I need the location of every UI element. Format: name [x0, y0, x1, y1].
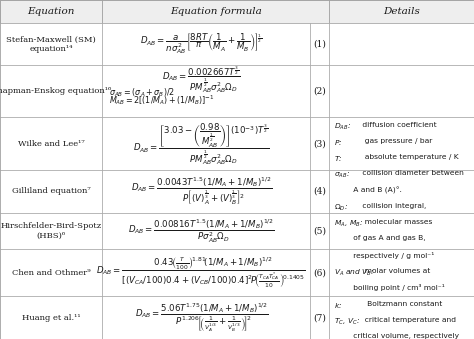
Text: gas pressure / bar: gas pressure / bar — [360, 138, 432, 144]
Text: $D_{AB} = \dfrac{5.06T^{1.75}(1/M_A+1/M_B)^{1/2}}{P^{1.206}\!\left[\!\left(\frac: $D_{AB} = \dfrac{5.06T^{1.75}(1/M_A+1/M_… — [135, 301, 268, 334]
Bar — [329, 170, 474, 213]
Text: Gilliland equation⁷: Gilliland equation⁷ — [11, 187, 91, 195]
Text: $\sigma_{AB}=(\sigma_A+\sigma_B)/2$: $\sigma_{AB}=(\sigma_A+\sigma_B)/2$ — [109, 86, 175, 99]
Text: boiling point / cm³ mol⁻¹: boiling point / cm³ mol⁻¹ — [339, 284, 445, 291]
Text: A and B (A)°.: A and B (A)°. — [339, 187, 402, 194]
Bar — [329, 0, 474, 23]
Text: (1): (1) — [313, 39, 327, 48]
Bar — [102, 249, 310, 296]
Text: (2): (2) — [314, 87, 326, 96]
Text: $D_{AB}$:: $D_{AB}$: — [334, 122, 351, 132]
Text: $M_{AB}=2[(1/M_A)+(1/M_B)]^{-1}$: $M_{AB}=2[(1/M_A)+(1/M_B)]^{-1}$ — [109, 93, 215, 107]
Text: $D_{AB} = \dfrac{0.00816T^{1.5}(1/M_A+1/M_B)^{1/2}}{P\sigma^2_{AB}\Omega_D}$: $D_{AB} = \dfrac{0.00816T^{1.5}(1/M_A+1/… — [128, 217, 275, 245]
Text: absolute temperature / K: absolute temperature / K — [360, 154, 459, 160]
Text: (3): (3) — [314, 139, 326, 148]
Text: diffusion coefficient: diffusion coefficient — [360, 122, 437, 127]
Bar — [329, 296, 474, 339]
Text: Hirschfelder-Bird-Spotz
(HBS)⁶: Hirschfelder-Bird-Spotz (HBS)⁶ — [0, 222, 101, 240]
Text: (7): (7) — [313, 313, 327, 322]
Bar — [310, 213, 329, 249]
Bar — [329, 213, 474, 249]
Text: collision integral,: collision integral, — [360, 203, 427, 209]
Bar — [310, 23, 329, 65]
Text: Chen and Othmer⁹: Chen and Othmer⁹ — [12, 269, 90, 277]
Text: $D_{AB} = \dfrac{0.0043T^{1.5}(1/M_A+1/M_B)^{1/2}}{P\left[(V)^{\frac{1}{3}}_A+(V: $D_{AB} = \dfrac{0.0043T^{1.5}(1/M_A+1/M… — [131, 176, 272, 207]
Text: $D_{AB} = \dfrac{0.43\!\left(\frac{T}{100}\right)^{\!1.81}\!(1/M_A+1/M_B)^{1/2}}: $D_{AB} = \dfrac{0.43\!\left(\frac{T}{10… — [97, 256, 306, 290]
Text: $V_A$ and $V_B$:: $V_A$ and $V_B$: — [334, 268, 375, 278]
Bar — [102, 296, 310, 339]
Text: (5): (5) — [313, 226, 327, 236]
Bar — [310, 118, 329, 170]
Text: Boltzmann constant: Boltzmann constant — [360, 301, 443, 306]
Bar — [102, 213, 310, 249]
Text: $k$:: $k$: — [334, 301, 342, 310]
Bar — [0, 0, 102, 23]
Text: $P$:: $P$: — [334, 138, 343, 147]
Text: $D_{AB} = \dfrac{\left[3.03-\left(\dfrac{0.98}{M^{\frac{1}{2}}_{AB}}\right)\righ: $D_{AB} = \dfrac{\left[3.03-\left(\dfrac… — [133, 121, 270, 167]
Bar — [329, 23, 474, 65]
Text: $D_{AB} = \dfrac{a}{n\sigma^2_{AB}}\left[\dfrac{8RT}{\pi}\left(\dfrac{1}{M_A}+\d: $D_{AB} = \dfrac{a}{n\sigma^2_{AB}}\left… — [140, 32, 263, 56]
Bar — [0, 296, 102, 339]
Text: Wilke and Lee¹⁷: Wilke and Lee¹⁷ — [18, 140, 84, 148]
Bar — [329, 65, 474, 118]
Bar — [0, 23, 102, 65]
Text: (6): (6) — [313, 268, 327, 277]
Text: $T_C$, $V_C$:: $T_C$, $V_C$: — [334, 317, 360, 327]
Bar — [310, 65, 329, 118]
Text: Details: Details — [383, 7, 420, 16]
Bar — [102, 118, 310, 170]
Bar — [0, 118, 102, 170]
Text: Equation formula: Equation formula — [170, 7, 262, 16]
Text: Equation: Equation — [27, 7, 74, 16]
Bar — [102, 65, 310, 118]
Bar — [310, 170, 329, 213]
Bar — [0, 170, 102, 213]
Text: $\Omega_D$:: $\Omega_D$: — [334, 203, 348, 213]
Text: molar volumes at: molar volumes at — [360, 268, 430, 274]
Bar — [310, 249, 329, 296]
Bar — [102, 170, 310, 213]
Bar — [0, 65, 102, 118]
Bar — [310, 296, 329, 339]
Bar — [0, 249, 102, 296]
Text: Huang et al.¹¹: Huang et al.¹¹ — [22, 314, 80, 322]
Bar — [102, 0, 329, 23]
Text: (4): (4) — [313, 187, 327, 196]
Text: respectively / g mol⁻¹: respectively / g mol⁻¹ — [339, 252, 434, 259]
Text: $T$:: $T$: — [334, 154, 343, 163]
Text: of gas A and gas B,: of gas A and gas B, — [339, 236, 426, 241]
Text: critical temperature and: critical temperature and — [360, 317, 456, 323]
Bar — [0, 213, 102, 249]
Bar — [102, 23, 310, 65]
Bar — [329, 249, 474, 296]
Text: critical volume, respectively: critical volume, respectively — [339, 333, 459, 339]
Text: $\sigma_{AB}$:: $\sigma_{AB}$: — [334, 171, 350, 180]
Text: $D_{AB} = \dfrac{0.002667T^{\frac{3}{2}}}{PM^{\frac{1}{2}}_{AB}\sigma^2_{AB}\Ome: $D_{AB} = \dfrac{0.002667T^{\frac{3}{2}}… — [162, 64, 241, 95]
Bar — [329, 118, 474, 170]
Text: $M_A$, $M_B$:: $M_A$, $M_B$: — [334, 219, 364, 230]
Text: Stefan-Maxwell (SM)
equation¹⁴: Stefan-Maxwell (SM) equation¹⁴ — [6, 35, 96, 53]
Text: Chapman-Enskog equation¹⁶: Chapman-Enskog equation¹⁶ — [0, 87, 111, 95]
Text: molecular masses: molecular masses — [360, 219, 433, 225]
Text: collision diameter between: collision diameter between — [360, 171, 464, 176]
